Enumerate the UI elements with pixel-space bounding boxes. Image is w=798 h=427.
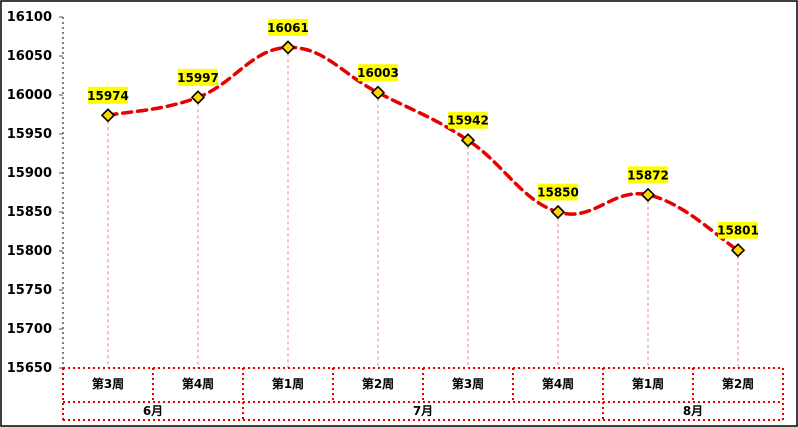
x-category-label: 第2周 xyxy=(722,376,754,391)
data-label-background xyxy=(178,68,218,86)
y-tick-label: 15900 xyxy=(7,166,52,181)
y-tick-label: 15750 xyxy=(7,283,52,298)
y-tick-label: 16100 xyxy=(7,10,52,25)
y-tick-label: 16000 xyxy=(7,88,52,103)
data-label-background xyxy=(628,166,668,184)
data-label-background xyxy=(268,18,308,36)
x-axis-category-table: 第3周 第4周 第1周 第2周 第3周 第4周 第1周 第2周 6月 7月 8月 xyxy=(62,367,784,421)
data-label: 15942 xyxy=(447,114,489,128)
data-label: 15974 xyxy=(87,89,129,103)
data-point-marker xyxy=(460,133,476,148)
x-group-label: 6月 xyxy=(143,404,163,418)
data-point-marker xyxy=(190,90,206,105)
data-point-marker xyxy=(730,243,746,258)
y-tick-label: 15800 xyxy=(7,244,52,259)
data-label: 16061 xyxy=(267,21,309,35)
data-point-marker xyxy=(280,40,296,55)
x-group-label: 7月 xyxy=(413,404,433,418)
data-label: 16003 xyxy=(357,66,399,80)
y-tick-label: 15650 xyxy=(7,361,52,376)
y-tick-label: 15850 xyxy=(7,205,52,220)
data-point-marker xyxy=(370,85,386,100)
y-tick-label: 15700 xyxy=(7,322,52,337)
data-label: 15850 xyxy=(537,186,579,200)
data-label-background xyxy=(358,64,398,82)
y-tick-label: 15950 xyxy=(7,127,52,142)
data-label-background xyxy=(538,183,578,201)
x-category-label: 第2周 xyxy=(362,376,394,391)
x-category-label: 第3周 xyxy=(452,376,484,391)
data-label-background xyxy=(718,221,758,239)
x-category-label: 第4周 xyxy=(182,376,214,391)
data-labels: 15974 15997 16061 16003 15942 15850 15872 15801 xyxy=(87,18,759,239)
x-category-label: 第3周 xyxy=(92,376,124,391)
x-category-label: 第1周 xyxy=(272,376,304,391)
data-label: 15801 xyxy=(717,224,759,238)
data-label: 15997 xyxy=(177,71,219,85)
data-point-marker xyxy=(550,204,566,220)
data-markers xyxy=(100,40,746,258)
y-axis-ticks: 15650 15700 15750 15800 15850 15900 15950 16000… xyxy=(7,10,63,376)
data-point-marker xyxy=(100,108,116,123)
data-label-background xyxy=(448,111,488,129)
data-label-background xyxy=(88,86,128,104)
x-category-label: 第1周 xyxy=(632,376,664,391)
x-category-label: 第4周 xyxy=(542,376,574,391)
drop-lines xyxy=(107,47,739,368)
series-line xyxy=(106,45,740,252)
y-tick-label: 16050 xyxy=(7,49,52,64)
data-point-marker xyxy=(640,187,656,202)
data-label: 15872 xyxy=(627,168,669,182)
x-group-label: 8月 xyxy=(683,404,703,418)
